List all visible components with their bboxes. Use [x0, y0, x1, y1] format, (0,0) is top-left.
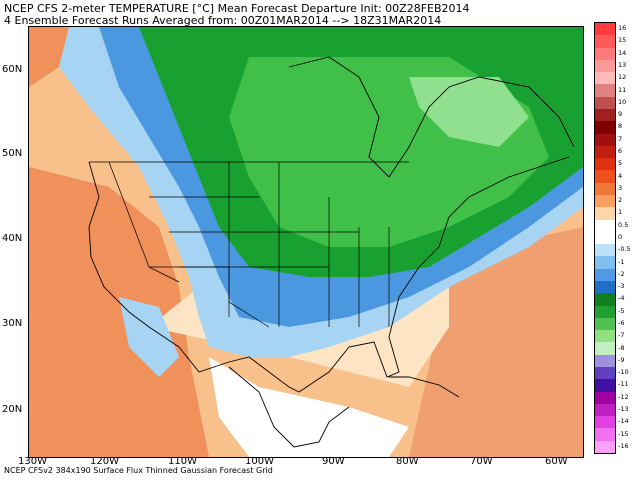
- legend-label: -9: [618, 355, 625, 364]
- legend-swatch: [595, 59, 615, 73]
- legend-label: -6: [618, 319, 625, 327]
- legend-swatch: [595, 35, 615, 49]
- legend-label: -1: [618, 257, 625, 266]
- lat-label-60n: 60N: [2, 64, 23, 75]
- legend-label: -15: [618, 429, 629, 438]
- lon-label-130w: 130W: [18, 456, 47, 467]
- legend-swatch: [595, 231, 615, 245]
- gulf-white-region: [209, 357, 409, 457]
- legend-label: -5: [618, 306, 625, 315]
- legend-label: 14: [618, 48, 627, 57]
- legend-swatch: [595, 109, 615, 122]
- map-canvas: [29, 27, 583, 457]
- legend-swatch: [595, 391, 615, 405]
- legend-swatch: [595, 403, 615, 417]
- legend-swatch: [595, 219, 615, 233]
- legend-swatch: [595, 195, 615, 208]
- temperature-map: [28, 26, 584, 458]
- map-subtitle: 4 Ensemble Forecast Runs Averaged from: …: [4, 14, 442, 27]
- lon-label-90w: 90W: [322, 456, 345, 467]
- lat-label-20n: 20N: [2, 404, 23, 415]
- legend-label: -4: [618, 294, 625, 303]
- legend-swatch: [595, 244, 615, 257]
- lat-label-40n: 40N: [2, 233, 23, 244]
- legend-label: -14: [618, 417, 629, 426]
- lat-label-30n: 30N: [2, 318, 23, 329]
- coastlines: [88, 56, 575, 448]
- legend-label: 7: [618, 134, 623, 143]
- legend-label: 5: [618, 159, 623, 168]
- legend-swatch: [595, 354, 615, 368]
- legend-label: 11: [618, 85, 627, 94]
- legend-label: 2: [618, 196, 623, 205]
- legend-label: -7: [618, 331, 625, 340]
- south-pale-region: [149, 257, 449, 387]
- legend-swatch: [595, 47, 615, 61]
- legend-swatch: [595, 23, 615, 36]
- legend-swatch: [595, 268, 615, 282]
- legend-label: 0.5: [618, 220, 629, 229]
- legend-label: 6: [618, 147, 623, 155]
- map-title: NCEP CFS 2-meter TEMPERATURE [°C] Mean F…: [4, 2, 470, 15]
- legend-swatch: [595, 84, 615, 98]
- legend-label: -3: [618, 282, 625, 291]
- legend-label: 12: [618, 73, 627, 82]
- lat-label-50n: 50N: [2, 148, 23, 159]
- lon-label-100w: 100W: [245, 456, 274, 467]
- legend-swatch: [595, 293, 615, 307]
- legend-label: -2: [618, 269, 625, 278]
- color-legend: [594, 22, 616, 454]
- legend-label: 1: [618, 208, 623, 217]
- legend-swatch: [595, 305, 615, 319]
- legend-label: -13: [618, 405, 629, 413]
- legend-swatch: [595, 256, 615, 270]
- legend-swatch: [595, 170, 615, 184]
- legend-label: -16: [618, 441, 629, 450]
- legend-label: 4: [618, 171, 623, 180]
- legend-swatch: [595, 428, 615, 442]
- lon-label-110w: 110W: [168, 456, 197, 467]
- legend-swatch: [595, 367, 615, 380]
- legend-swatch: [595, 379, 615, 393]
- legend-swatch: [595, 133, 615, 147]
- cold-light-green-core: [409, 77, 529, 147]
- northwest-warm-region: [29, 27, 69, 87]
- legend-label: 10: [618, 97, 627, 106]
- southwest-cool-patch: [119, 297, 179, 377]
- legend-swatch: [595, 145, 615, 159]
- legend-label: -12: [618, 392, 629, 401]
- legend-label: 9: [618, 110, 623, 119]
- legend-label: 15: [618, 36, 627, 45]
- legend-label: -8: [618, 343, 625, 352]
- legend-swatch: [595, 330, 615, 343]
- legend-swatch: [595, 440, 615, 454]
- legend-swatch: [595, 317, 615, 331]
- legend-swatch: [595, 158, 615, 171]
- legend-swatch: [595, 342, 615, 356]
- legend-label: -11: [618, 380, 629, 389]
- grid-footer: NCEP CFSv2 384x190 Surface Flux Thinned …: [4, 466, 273, 475]
- legend-label: 16: [618, 24, 627, 33]
- legend-swatch: [595, 121, 615, 135]
- west-warm-region: [29, 167, 209, 457]
- legend-swatch: [595, 182, 615, 196]
- legend-swatch: [595, 72, 615, 85]
- legend-swatch: [595, 207, 615, 221]
- lon-label-60w: 60W: [545, 456, 568, 467]
- legend-label: 3: [618, 183, 623, 192]
- legend-label: -0.5: [618, 245, 631, 254]
- legend-label: 0: [618, 233, 623, 241]
- lon-label-120w: 120W: [90, 456, 119, 467]
- state-borders: [89, 161, 409, 328]
- lon-label-80w: 80W: [396, 456, 419, 467]
- legend-swatch: [595, 96, 615, 110]
- lon-label-70w: 70W: [470, 456, 493, 467]
- legend-swatch: [595, 281, 615, 294]
- legend-label: 13: [618, 61, 627, 69]
- legend-swatch: [595, 416, 615, 429]
- legend-label: -10: [618, 368, 629, 377]
- legend-label: 8: [618, 122, 623, 131]
